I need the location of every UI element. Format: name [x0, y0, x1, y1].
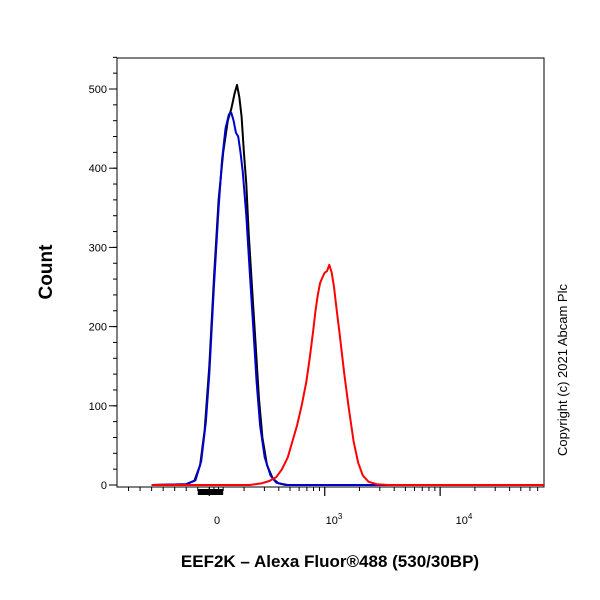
y-tick-label: 400 — [89, 163, 107, 175]
y-tick-label: 0 — [101, 480, 107, 492]
y-tick-label: 200 — [89, 322, 107, 334]
x-axis-ticks — [128, 487, 539, 496]
y-axis-ticks: 0 100 200 300 400 500 — [89, 84, 117, 492]
y-axis-label: Count — [36, 244, 57, 300]
series-line-1 — [151, 111, 544, 486]
y-tick-label: 500 — [89, 84, 107, 96]
y-tick-label: 100 — [89, 401, 107, 413]
x-zero-cluster-mark — [197, 489, 224, 495]
y-minor-ticks — [113, 56, 117, 486]
series-layer — [151, 84, 544, 486]
copyright-annotation: Copyright (c) 2021 Abcam Plc — [555, 284, 570, 456]
x-axis-label: EEF2K – Alexa Fluor®488 (530/30BP) — [181, 552, 479, 571]
x-tick-label-0: 0 — [214, 515, 220, 527]
x-tick-label-2: 104 — [456, 512, 473, 527]
plot-frame — [116, 57, 545, 488]
y-tick-label: 300 — [89, 242, 107, 254]
x-tick-label-1: 103 — [326, 512, 343, 527]
series-line-0 — [151, 84, 544, 486]
series-line-2 — [151, 263, 544, 486]
